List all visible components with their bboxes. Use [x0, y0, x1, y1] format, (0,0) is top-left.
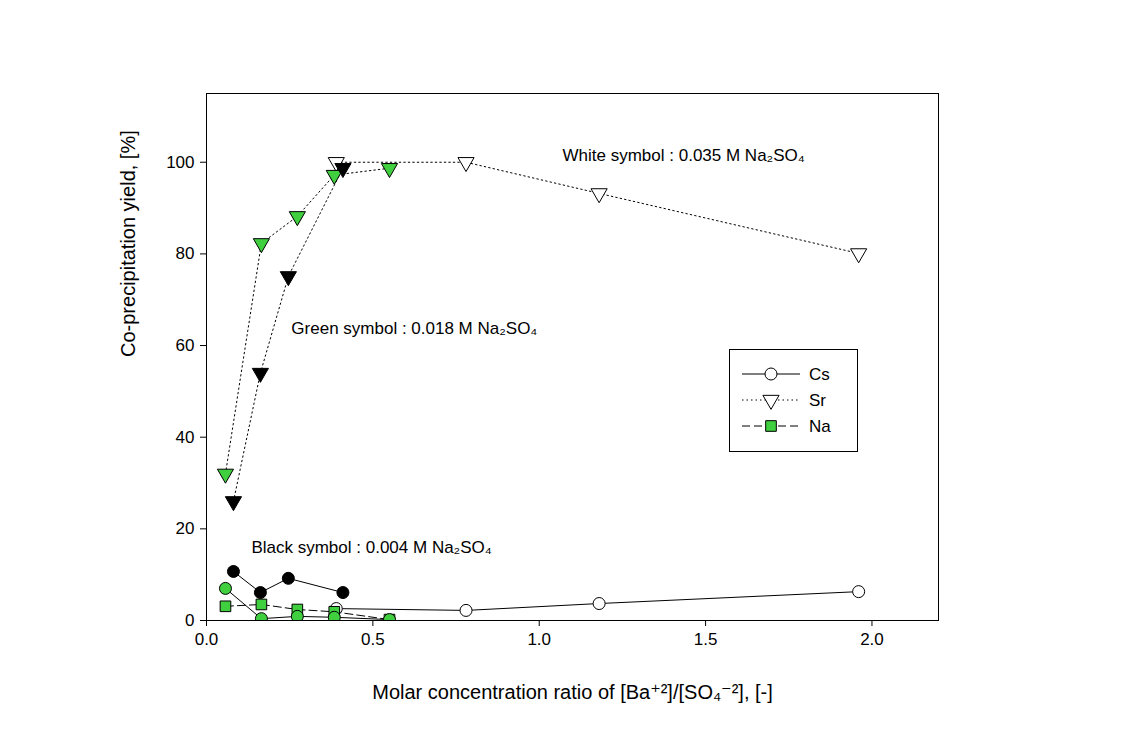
svg-text:1.0: 1.0 [527, 630, 551, 649]
svg-text:80: 80 [176, 244, 195, 263]
svg-text:100: 100 [166, 153, 194, 172]
svg-text:White symbol : 0.035 M Na₂SO₄: White symbol : 0.035 M Na₂SO₄ [563, 146, 805, 165]
svg-text:0.0: 0.0 [195, 630, 219, 649]
svg-text:60: 60 [176, 336, 195, 355]
svg-text:Green symbol : 0.018 M Na₂SO₄: Green symbol : 0.018 M Na₂SO₄ [291, 319, 537, 338]
svg-text:Sr: Sr [809, 391, 826, 410]
svg-text:Molar concentration ratio of [: Molar concentration ratio of [Ba⁺²]/[SO₄… [372, 681, 773, 703]
svg-text:1.5: 1.5 [694, 630, 718, 649]
svg-text:20: 20 [176, 519, 195, 538]
svg-text:Na: Na [809, 417, 831, 436]
svg-text:Cs: Cs [809, 365, 830, 384]
svg-text:0: 0 [185, 611, 194, 630]
svg-text:0.5: 0.5 [361, 630, 385, 649]
svg-text:2.0: 2.0 [860, 630, 884, 649]
svg-text:40: 40 [176, 428, 195, 447]
svg-text:Co-precipitation yield, [%]: Co-precipitation yield, [%] [117, 130, 139, 357]
svg-text:Black symbol : 0.004 M Na₂SO₄: Black symbol : 0.004 M Na₂SO₄ [251, 538, 491, 557]
